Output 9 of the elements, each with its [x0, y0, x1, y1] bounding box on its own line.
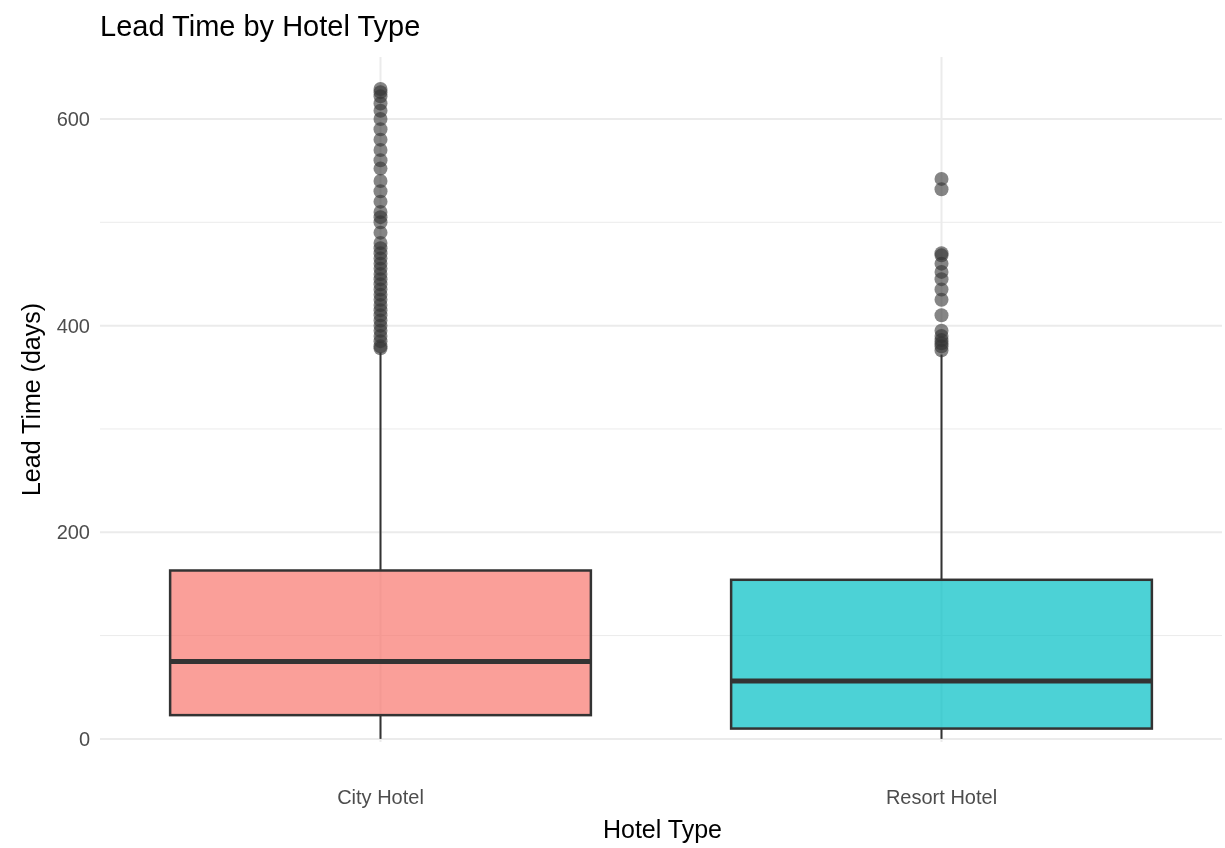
- y-tick-label: 200: [56, 521, 90, 544]
- y-tick-label: 0: [78, 727, 90, 750]
- x-tick-label: City Hotel: [337, 786, 424, 808]
- chart-title: Lead Time by Hotel Type: [100, 10, 421, 42]
- y-tick-label: 400: [56, 314, 90, 337]
- y-axis-title: Lead Time (days): [17, 302, 45, 497]
- x-axis-title: Hotel Type: [602, 815, 723, 843]
- y-tick-label: 600: [56, 107, 90, 130]
- x-tick-label: Resort Hotel: [885, 786, 998, 808]
